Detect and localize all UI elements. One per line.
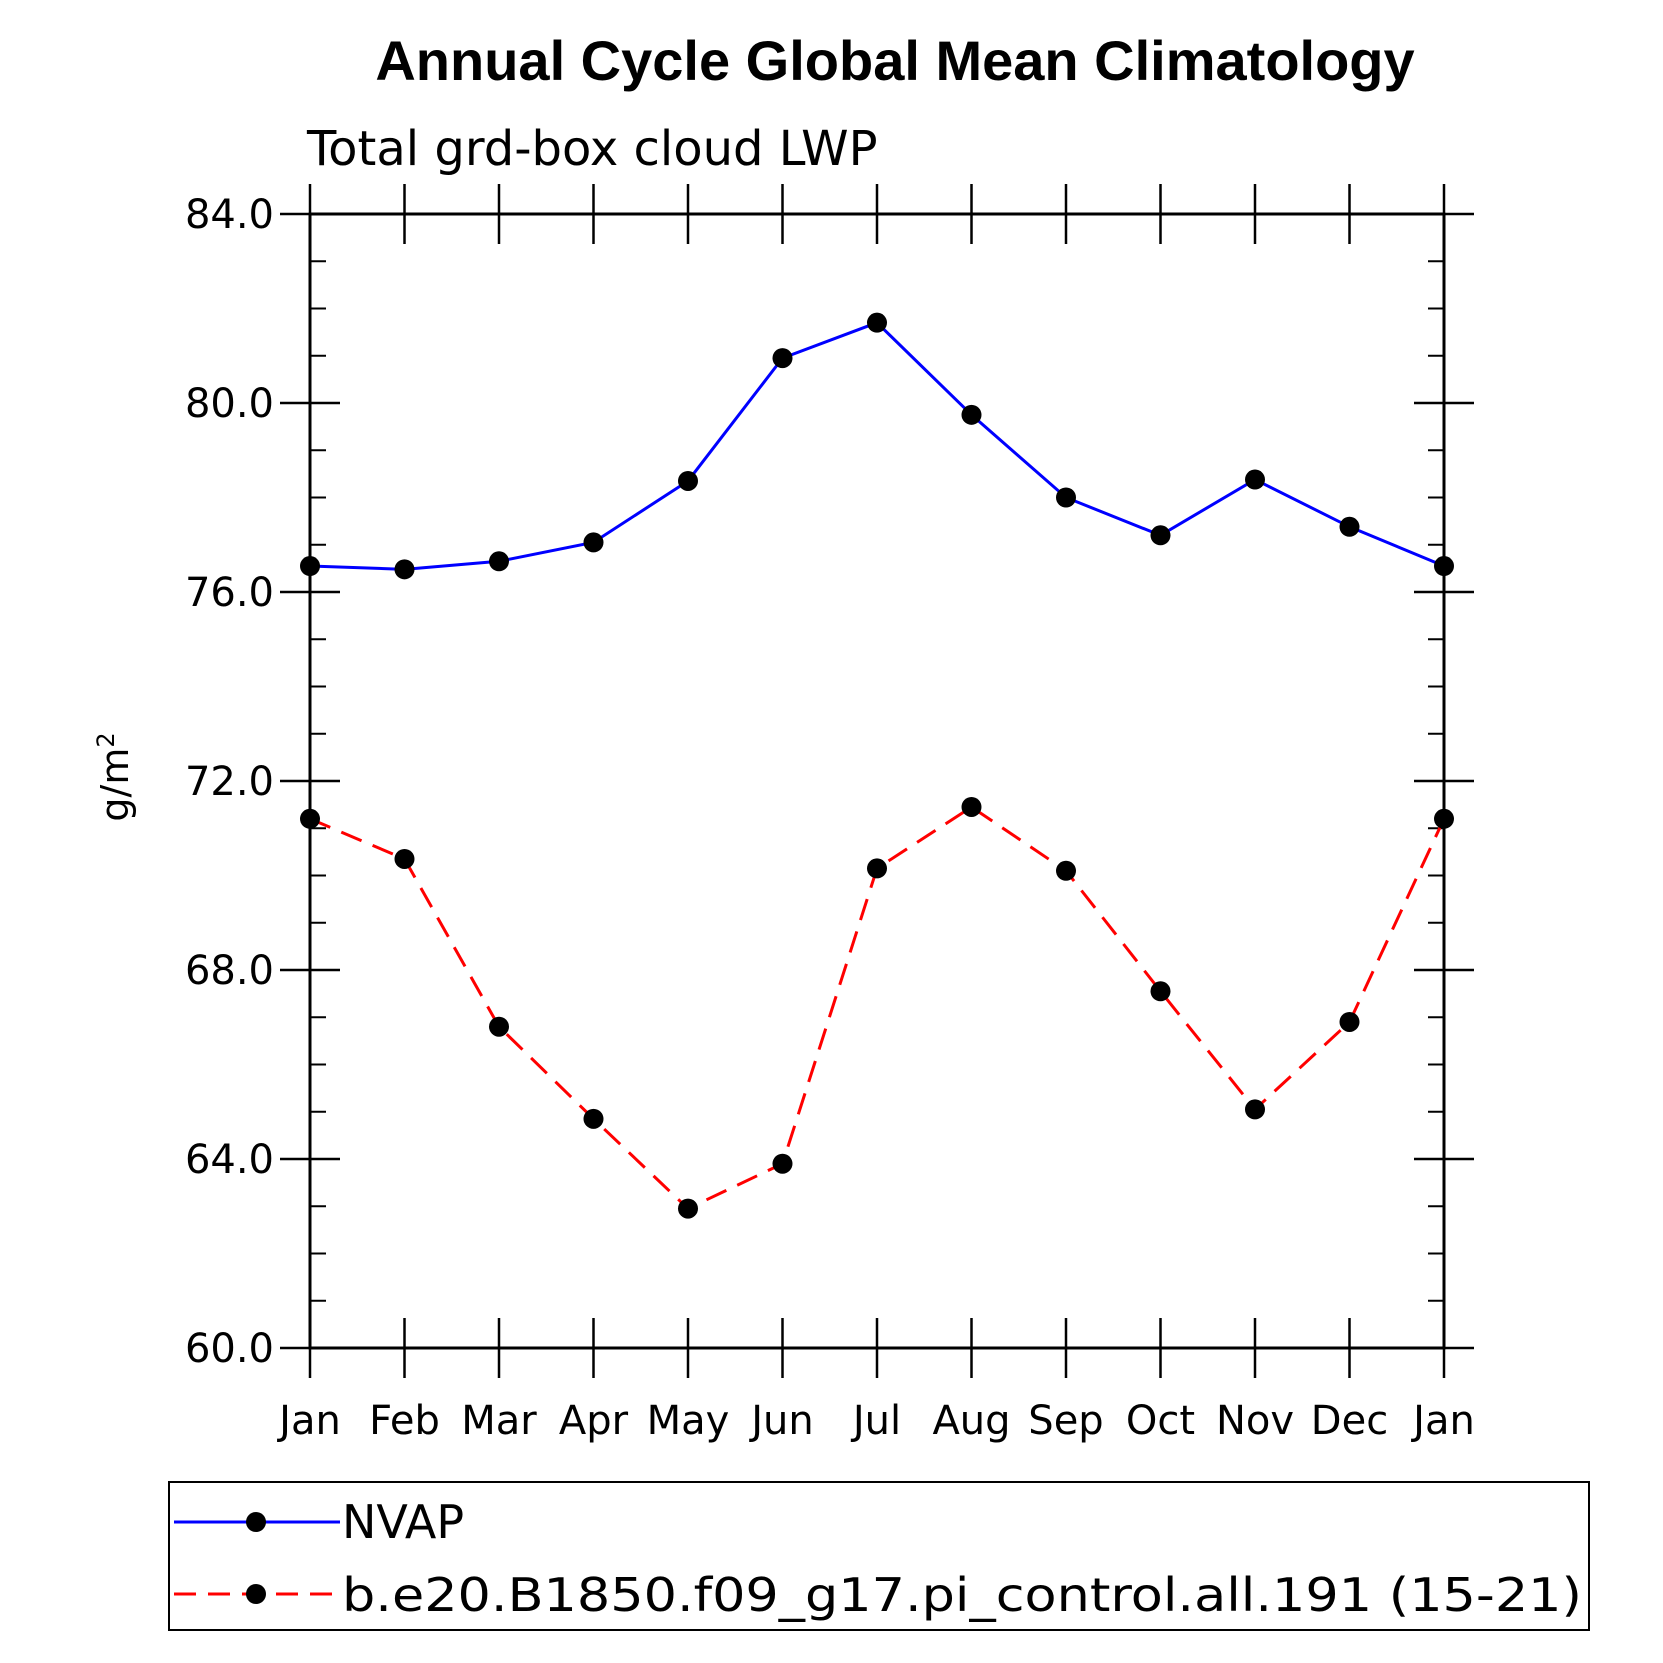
- legend-marker-nvap: [246, 1512, 266, 1532]
- legend-box: [168, 1481, 1590, 1631]
- x-tick-label: Dec: [1311, 1398, 1388, 1444]
- x-tick-label: May: [647, 1398, 730, 1444]
- x-tick-label: Sep: [1028, 1398, 1103, 1444]
- data-point-0-4: [678, 470, 698, 491]
- data-point-0-6: [867, 312, 887, 333]
- y-tick-label: 68.0: [185, 948, 274, 994]
- data-point-1-3: [583, 1108, 604, 1129]
- data-point-1-5: [772, 1153, 793, 1174]
- data-point-1-8: [1056, 860, 1076, 881]
- x-tick-label: Mar: [461, 1398, 537, 1444]
- series-line-0: [309, 320, 1445, 571]
- data-point-1-9: [1150, 981, 1171, 1002]
- x-tick-label: Oct: [1126, 1398, 1195, 1444]
- data-point-1-4: [678, 1198, 698, 1219]
- legend: NVAP b.e20.B1850.f09_g17.pi_control.all.…: [168, 1481, 1590, 1631]
- data-point-0-11: [1339, 516, 1360, 537]
- data-point-1-1: [394, 848, 415, 869]
- data-point-0-9: [1150, 525, 1171, 546]
- data-point-0-10: [1245, 469, 1265, 490]
- data-point-0-12: [1434, 556, 1454, 577]
- data-point-1-12: [1434, 808, 1454, 829]
- data-point-0-5: [772, 348, 793, 369]
- x-tick-label: Jan: [276, 1398, 341, 1444]
- y-tick-label: 64.0: [185, 1137, 274, 1183]
- legend-label-model: b.e20.B1850.f09_g17.pi_control.all.191 (…: [342, 1568, 1582, 1622]
- data-point-1-11: [1339, 1011, 1360, 1032]
- y-tick-label: 72.0: [185, 759, 274, 805]
- y-tick-label: 76.0: [185, 570, 274, 616]
- y-tick-label: 60.0: [185, 1326, 274, 1372]
- data-point-1-6: [867, 858, 887, 879]
- legend-label-nvap: NVAP: [342, 1495, 464, 1549]
- x-tick-labels: Jan Feb Mar Apr May Jun Jul Aug Sep Oct Nov Dec Jan: [276, 1398, 1475, 1444]
- data-point-0-0: [300, 556, 320, 577]
- series-layer: [300, 312, 1454, 1219]
- data-point-1-2: [489, 1016, 509, 1037]
- x-tick-label: Apr: [559, 1398, 629, 1444]
- x-tick-label: Jan: [1410, 1398, 1475, 1444]
- x-tick-label: Nov: [1216, 1398, 1294, 1444]
- x-tick-label: Jun: [748, 1398, 814, 1444]
- x-tick-label: Feb: [369, 1398, 440, 1444]
- data-point-1-0: [300, 808, 320, 829]
- plot-frame: [308, 212, 1446, 1350]
- y-tick-label: 80.0: [185, 381, 274, 427]
- data-point-1-7: [961, 796, 982, 817]
- y-axis-label-base: g/m: [93, 748, 137, 822]
- data-point-0-1: [394, 559, 415, 580]
- x-tick-label: Aug: [932, 1398, 1010, 1444]
- gridlayer: [280, 184, 1474, 1378]
- data-point-0-2: [489, 551, 509, 572]
- y-tick-labels: 60.0 64.0 68.0 72.0 76.0 80.0 84.0: [185, 192, 274, 1372]
- y-axis-label: g/m2: [92, 732, 137, 821]
- data-point-0-3: [583, 532, 604, 553]
- y-tick-label: 84.0: [185, 192, 274, 238]
- data-point-0-7: [961, 404, 982, 425]
- x-tick-label: Jul: [850, 1398, 901, 1444]
- y-axis-label-superscript: 2: [92, 732, 120, 747]
- chart-title: Annual Cycle Global Mean Climatology: [375, 29, 1414, 92]
- data-point-0-8: [1056, 487, 1076, 508]
- chart-subtitle: Total grd-box cloud LWP: [306, 121, 878, 177]
- data-point-1-10: [1245, 1099, 1265, 1120]
- legend-marker-model: [246, 1584, 266, 1604]
